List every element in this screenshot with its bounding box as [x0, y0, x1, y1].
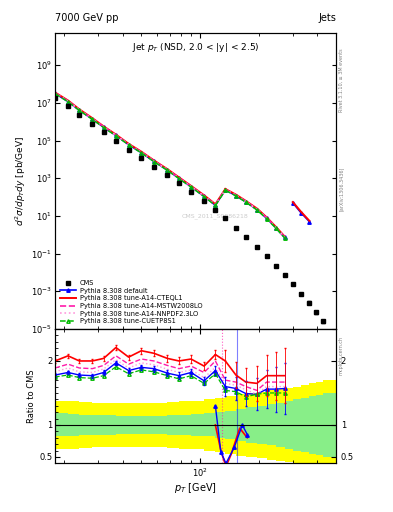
Text: mcplots.cern.ch: mcplots.cern.ch [339, 336, 344, 375]
Text: 7000 GeV pp: 7000 GeV pp [55, 13, 119, 23]
Text: Jet $p_T$ (NSD, 2.0 < |y| < 2.5): Jet $p_T$ (NSD, 2.0 < |y| < 2.5) [132, 40, 259, 54]
Text: [arXiv:1306.3436]: [arXiv:1306.3436] [339, 166, 344, 211]
Y-axis label: $d^2\sigma/dp_Tdy$ [pb/GeV]: $d^2\sigma/dp_Tdy$ [pb/GeV] [14, 136, 29, 226]
Text: Jets: Jets [318, 13, 336, 23]
Legend: CMS, Pythia 8.308 default, Pythia 8.308 tune-A14-CTEQL1, Pythia 8.308 tune-A14-M: CMS, Pythia 8.308 default, Pythia 8.308 … [58, 279, 204, 326]
Text: CMS_2011_S9086218: CMS_2011_S9086218 [182, 214, 248, 220]
Text: Rivet 3.1.10, ≥ 3M events: Rivet 3.1.10, ≥ 3M events [339, 48, 344, 112]
Y-axis label: Ratio to CMS: Ratio to CMS [28, 369, 36, 423]
X-axis label: $p_T$ [GeV]: $p_T$ [GeV] [174, 481, 217, 495]
